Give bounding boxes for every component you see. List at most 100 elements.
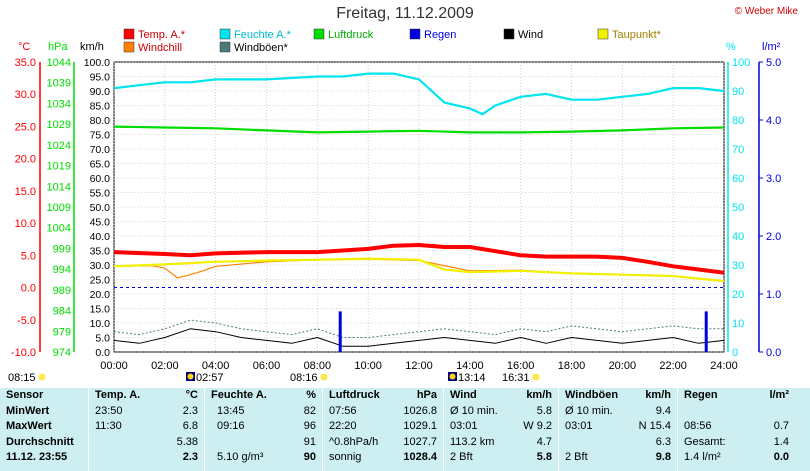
legend-label: Taupunkt* (612, 29, 662, 41)
tick-label-pressure: 984 (53, 306, 71, 318)
sun-icon (320, 373, 328, 381)
stats-unit-temp: °C (185, 389, 198, 401)
stats-gusts-max-time: 03:01 (565, 420, 593, 432)
legend-label: Windchill (138, 42, 182, 54)
legend-label: Temp. A.* (138, 29, 186, 41)
legend-swatch (313, 28, 325, 40)
tick-label-wind: 0.0 (95, 347, 110, 359)
legend-swatch (219, 28, 231, 40)
stats-gusts-bft: 2 Bft (565, 451, 588, 463)
tick-label-wind: 90.0 (90, 86, 111, 98)
tick-label-humidity: 60 (732, 173, 744, 185)
tick-label-time: 18:00 (558, 360, 586, 372)
rain-bar (704, 311, 708, 352)
axis-label-temp: °C (18, 41, 30, 53)
tick-label-wind: 80.0 (90, 115, 111, 127)
tick-label-humidity: 10 (732, 318, 744, 330)
stats-wind-avg: 4.7 (536, 435, 552, 448)
tick-label-pressure: 1039 (47, 78, 71, 90)
tick-label-time: 14:00 (456, 360, 484, 372)
stats-header-pressure: Luftdruck (329, 389, 380, 401)
stats-wind-current: 5.8 (536, 451, 552, 463)
stats-col-humidity: Feuchte A.% 13:45 82 09:16 96 91 5.10 g/m³… (205, 388, 322, 471)
legend-swatch (123, 41, 135, 53)
event-label: 08:15 (8, 372, 36, 384)
tick-label-pressure: 1024 (47, 140, 71, 152)
stats-rain-current: 0.0 (773, 451, 789, 463)
tick-label-wind: 75.0 (90, 130, 111, 142)
stats-header-humidity: Feuchte A. (211, 389, 267, 401)
stats-header-wind: Wind (450, 389, 477, 401)
stats-pressure-max-time: 22:20 (329, 420, 357, 432)
tick-label-pressure: 1019 (47, 161, 71, 173)
tick-label-temp: 15.0 (15, 186, 36, 198)
chart-legend: Temp. A.* Feuchte A.* Luftdruck Regen Wind Ta… (123, 28, 662, 54)
tick-label-temp: 10.0 (15, 218, 36, 230)
stats-rain-total-label: Gesamt: (684, 435, 726, 448)
tick-label-pressure: 1029 (47, 119, 71, 131)
tick-label-temp: 0.0 (21, 283, 36, 295)
legend-label: Luftdruck (328, 29, 374, 41)
tick-label-rain: 5.0 (766, 57, 781, 69)
tick-label-rain: 3.0 (766, 173, 781, 185)
tick-label-humidity: 70 (732, 144, 744, 156)
tick-label-pressure: 999 (53, 243, 71, 255)
stats-col-rain: Regen l/m² 08:56 0.7 Gesamt: 1.4 1.4 l/m² 0.… (678, 388, 795, 471)
tick-label-time: 08:00 (304, 360, 332, 372)
axis-label-pressure: hPa (48, 41, 68, 53)
stats-rain-max: 0.7 (773, 420, 789, 432)
tick-label-wind: 95.0 (90, 72, 111, 84)
event-label: 08:16 (290, 372, 318, 384)
tick-label-time: 06:00 (253, 360, 281, 372)
stats-header-rain: Regen (684, 389, 718, 401)
legend-swatch (597, 28, 609, 40)
tick-label-wind: 45.0 (90, 217, 111, 229)
stats-rain-max-time: 08:56 (684, 420, 712, 432)
stats-temp-max-time: 11:30 (95, 420, 122, 432)
stats-unit-pressure: hPa (416, 389, 437, 401)
tick-label-wind: 5.0 (95, 333, 110, 345)
tick-label-pressure: 1044 (47, 57, 71, 69)
stats-label-current: 11.12. 23:55 (6, 451, 68, 463)
tick-label-pressure: 989 (53, 285, 71, 297)
stats-pressure-current: 1028.4 (403, 451, 437, 463)
stats-humidity-max: 96 (303, 420, 316, 432)
tick-label-pressure: 1009 (47, 202, 71, 214)
tick-label-time: 16:00 (507, 360, 535, 372)
tick-label-humidity: 40 (732, 231, 744, 243)
stats-rain-sum: 1.4 l/m² (684, 451, 721, 463)
tick-label-temp: 35.0 (15, 57, 36, 69)
tick-label-wind: 20.0 (90, 289, 111, 301)
series-line-luftdruck (113, 125, 725, 134)
stats-col-wind: Wind km/h Ø 10 min. 5.8 03:01 W 9.2 113.2 k… (444, 388, 558, 471)
tick-label-wind: 100.0 (84, 57, 110, 69)
tick-label-wind: 40.0 (90, 231, 111, 243)
tick-label-time: 22:00 (659, 360, 687, 372)
rain-bar (338, 311, 342, 352)
stats-temp-max: 6.8 (182, 420, 198, 432)
tick-label-wind: 65.0 (90, 159, 111, 171)
stats-temp-min: 2.3 (182, 404, 198, 417)
stats-col-temp: Temp. A. °C 23:50 2.3 11:30 6.8 5.38 2.3 (89, 388, 204, 471)
tick-label-time: 20:00 (609, 360, 637, 372)
stats-pressure-min: 1026.8 (403, 404, 437, 417)
page-title: Freitag, 11.12.2009 (336, 5, 474, 22)
stats-label-min: MinWert (6, 404, 50, 417)
tick-label-humidity: 50 (732, 202, 744, 214)
tick-label-wind: 25.0 (90, 275, 111, 287)
stats-humidity-min-time: 13:45 (217, 404, 245, 417)
tick-label-rain: 1.0 (766, 289, 781, 301)
moonrise-glyph (449, 373, 456, 380)
legend-label: Wind (518, 29, 543, 41)
stats-gusts-avg: 6.3 (655, 435, 671, 448)
stats-pressure-forecast: sonnig (329, 451, 362, 463)
stats-temp-current: 2.3 (182, 451, 198, 463)
stats-pressure-trend: ^0.8hPa/h (329, 435, 379, 448)
tick-label-humidity: 0 (732, 347, 738, 359)
sunrise-icon (38, 373, 46, 381)
tick-label-temp: 20.0 (15, 154, 36, 166)
tick-label-temp: -10.0 (11, 347, 36, 359)
tick-label-temp: 30.0 (15, 89, 36, 101)
stats-wind-avg10: 5.8 (536, 404, 552, 417)
stats-label-max: MaxWert (6, 420, 52, 432)
